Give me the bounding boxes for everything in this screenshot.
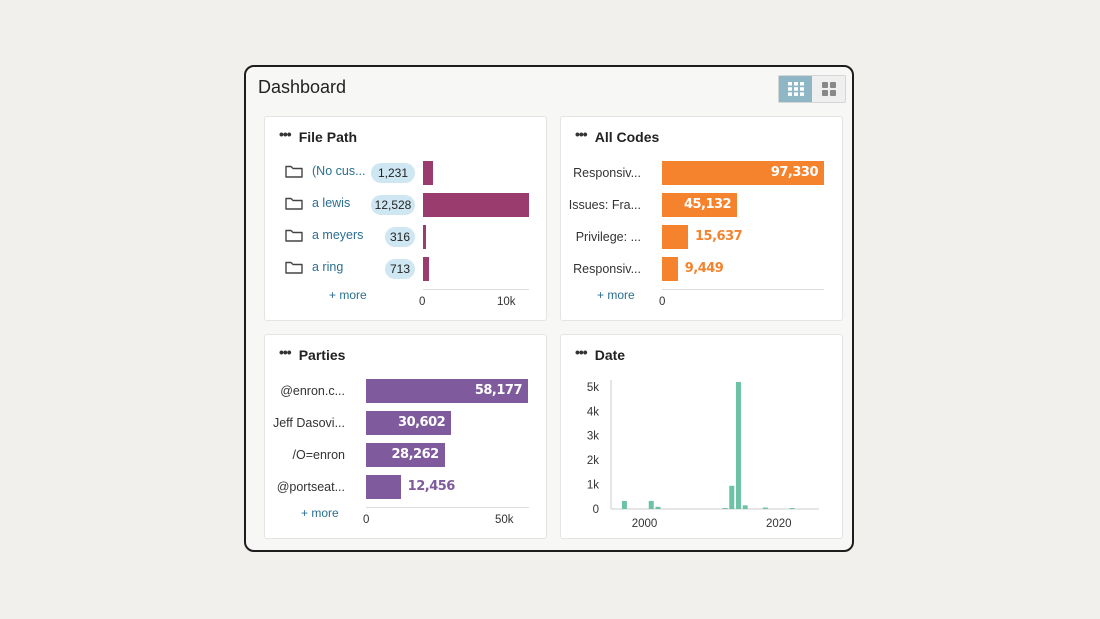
bar-value-label: 15,637 [695,229,743,244]
bar[interactable] [423,161,434,185]
y-tick-label: 2k [587,455,599,467]
file-path-card: ••• File Path (No cus... 1,231 a lewis 12,5… [264,116,547,321]
date-bar [729,485,735,509]
file-path-label[interactable]: (No cus... [312,164,366,178]
y-tick-label: 3k [587,431,599,443]
date-card: ••• Date 0 1k 2k 3k 4k 5k 2000 2020 [560,334,843,539]
party-label[interactable]: @portseat... [276,480,345,494]
grid-view-icon [787,82,804,96]
count-badge: 1,231 [371,163,415,183]
dashboard-window: Dashboard ••• File Path [244,65,854,552]
date-bar [735,382,741,509]
date-bar [789,508,795,509]
bar[interactable] [662,225,689,249]
folder-icon [285,164,303,178]
bar-value-label: 28,262 [391,447,440,462]
count-badge: 12,528 [371,195,415,215]
y-tick-label: 1k [587,480,599,492]
card-menu-icon[interactable]: ••• [279,344,292,360]
bar-value-label: 58,177 [474,383,523,398]
bar[interactable] [423,257,430,281]
axis-tick: 50k [495,514,514,526]
bar[interactable] [366,475,401,499]
tile-view-icon [821,82,836,96]
card-menu-icon[interactable]: ••• [279,126,292,142]
date-chart: 0 1k 2k 3k 4k 5k 2000 2020 [587,380,819,530]
party-label[interactable]: /O=enron [292,448,345,462]
date-bar [655,506,661,509]
file-path-label[interactable]: a lewis [312,196,351,210]
bar[interactable] [662,193,738,217]
folder-icon [285,196,303,210]
x-tick-label: 2000 [632,518,658,530]
parties-card: ••• Parties @enron.c... 58,177 Jeff Dasovi… [264,334,547,539]
axis-tick: 0 [419,296,426,308]
bar-value-label: 12,456 [407,479,456,494]
axis-tick: 0 [363,514,370,526]
y-tick-label: 4k [587,406,599,418]
card-title: Date [594,347,626,363]
bar[interactable] [662,257,678,281]
file-path-label[interactable]: a ring [312,260,344,274]
bar[interactable] [423,193,529,217]
date-bar [722,508,728,509]
y-tick-label: 0 [593,504,599,516]
date-bar [621,500,627,509]
folder-icon [285,260,303,274]
bar[interactable] [662,161,824,185]
page-title: Dashboard [258,77,347,97]
bar[interactable] [366,443,445,467]
y-tick-label: 5k [587,382,599,394]
bar-value-label: 9,449 [684,261,724,276]
bar[interactable] [423,225,426,249]
card-title: File Path [298,129,358,145]
view-toggle[interactable] [778,75,846,103]
x-tick-label: 2020 [766,518,792,530]
axis-tick: 0 [659,296,666,308]
card-menu-icon[interactable]: ••• [575,344,588,360]
card-title: All Codes [594,129,660,145]
axis-tick: 10k [497,296,516,308]
date-bar [762,507,768,509]
bar[interactable] [366,379,528,403]
code-label[interactable]: Privilege: ... [575,230,641,244]
tile-view-button[interactable] [812,76,845,102]
file-path-label[interactable]: a meyers [312,228,364,242]
date-bar [648,500,654,509]
more-link[interactable]: + more [597,288,635,302]
folder-icon [285,228,303,242]
bar[interactable] [366,411,452,435]
count-badge: 713 [385,259,415,279]
more-link[interactable]: + more [301,506,339,520]
bar-value-label: 45,132 [683,197,732,212]
card-menu-icon[interactable]: ••• [575,126,588,142]
more-link[interactable]: + more [329,288,367,302]
party-label[interactable]: @enron.c... [280,384,345,398]
party-label[interactable]: Jeff Dasovi... [272,416,345,430]
date-bar [742,505,748,509]
bar-value-label: 97,330 [770,165,819,180]
all-codes-card: ••• All Codes Responsiv... 97,330 Issues: … [560,116,843,321]
code-label[interactable]: Issues: Fra... [568,198,641,212]
count-badge: 316 [385,227,415,247]
grid-view-button[interactable] [779,76,812,102]
card-title: Parties [298,347,346,363]
code-label[interactable]: Responsiv... [573,262,641,276]
code-label[interactable]: Responsiv... [573,166,641,180]
bar-value-label: 30,602 [398,415,446,430]
